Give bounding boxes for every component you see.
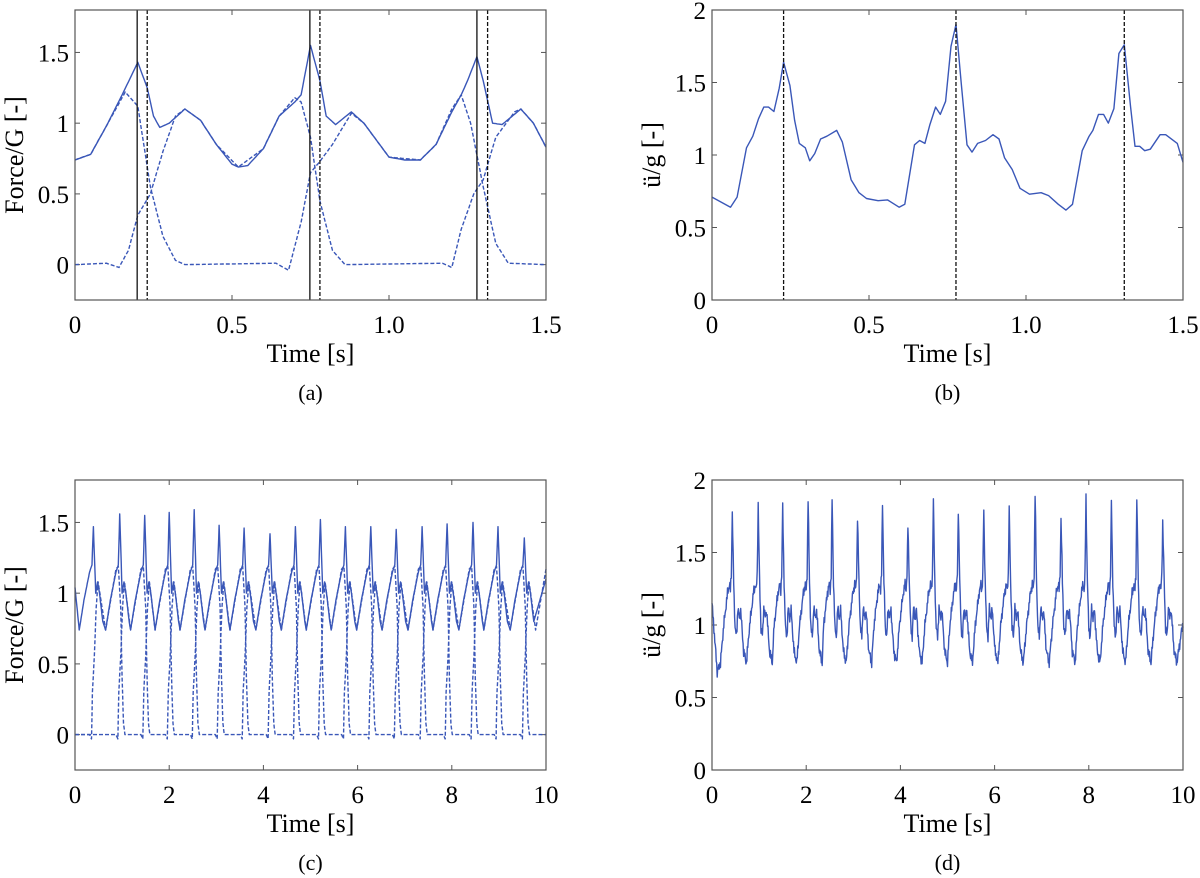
subplot-a: 0 0.5 1.0 1.5 0 0.5 1 1.5 Time [s] Force/G [-] (a) <box>0 9 562 405</box>
axes-frame <box>711 9 1184 301</box>
x-tick-label: 1.0 <box>1010 312 1041 339</box>
x-tick-label: 1.5 <box>1167 312 1198 339</box>
x-tick-label: 0.5 <box>853 312 884 339</box>
x-tick-label: 8 <box>446 782 459 809</box>
x-tick-label: 4 <box>894 782 907 809</box>
y-tick-label: 1 <box>57 581 70 608</box>
x-axis-label: Time [s] <box>267 339 355 368</box>
x-tick-label: 10 <box>1171 782 1196 809</box>
y-tick-label: 0.5 <box>38 182 69 209</box>
y-tick-label: 1.5 <box>675 541 706 568</box>
y-tick-label: 0.5 <box>675 216 706 243</box>
y-axis-label: Force/G [-] <box>0 96 29 214</box>
series-foot-2 <box>74 565 547 740</box>
axes-frame <box>711 479 1184 771</box>
axes-frame <box>74 9 547 301</box>
y-tick-label: 0 <box>57 723 70 750</box>
x-tick-label: 2 <box>800 782 813 809</box>
series-acceleration <box>711 493 1184 678</box>
subplot-caption: (c) <box>298 850 322 875</box>
x-tick-label: 1.5 <box>530 312 561 339</box>
y-tick-label: 1 <box>57 111 70 138</box>
series-total <box>74 509 547 631</box>
x-tick-label: 2 <box>163 782 176 809</box>
axes-frame <box>74 479 547 771</box>
x-tick-label: 0 <box>69 782 82 809</box>
y-tick-label: 1.5 <box>675 71 706 98</box>
y-tick-label: 0 <box>694 288 707 315</box>
subplot-d: 0 2 4 6 8 10 0 0.5 1 1.5 2 Time [s] ü/g [-] (d) <box>637 468 1196 875</box>
x-axis-label: Time [s] <box>904 339 992 368</box>
x-tick-label: 0 <box>706 782 719 809</box>
y-tick-label: 2 <box>694 468 707 495</box>
y-tick-label: 0.5 <box>38 652 69 679</box>
y-tick-label: 0 <box>57 253 70 280</box>
y-tick-label: 0.5 <box>675 686 706 713</box>
y-tick-label: 1 <box>694 143 707 170</box>
x-tick-label: 10 <box>534 782 559 809</box>
y-tick-label: 2 <box>694 0 707 25</box>
x-tick-label: 0 <box>706 312 719 339</box>
y-axis-label: ü/g [-] <box>637 592 666 658</box>
x-tick-label: 8 <box>1083 782 1096 809</box>
subplot-caption: (d) <box>935 850 961 875</box>
x-axis-label: Time [s] <box>904 809 992 838</box>
y-axis-label: Force/G [-] <box>0 566 29 684</box>
x-tick-label: 1.0 <box>373 312 404 339</box>
x-tick-label: 6 <box>988 782 1001 809</box>
y-axis-label: ü/g [-] <box>637 122 666 188</box>
subplot-c: 0 2 4 6 8 10 0 0.5 1 1.5 Time [s] Force/G [-] (c) <box>0 479 559 875</box>
x-tick-label: 0 <box>69 312 82 339</box>
y-tick-label: 1.5 <box>38 40 69 67</box>
x-tick-label: 6 <box>351 782 364 809</box>
subplot-caption: (b) <box>935 380 961 405</box>
y-tick-label: 1.5 <box>38 510 69 537</box>
subplot-b: 0 0.5 1.0 1.5 0 0.5 1 1.5 2 Time [s] ü/g [-] (b) <box>637 0 1199 405</box>
y-tick-label: 0 <box>694 758 707 785</box>
y-tick-label: 1 <box>694 613 707 640</box>
subplot-caption: (a) <box>298 380 322 405</box>
x-tick-label: 0.5 <box>216 312 247 339</box>
series-acceleration <box>711 23 1184 211</box>
x-tick-label: 4 <box>257 782 270 809</box>
x-axis-label: Time [s] <box>267 809 355 838</box>
